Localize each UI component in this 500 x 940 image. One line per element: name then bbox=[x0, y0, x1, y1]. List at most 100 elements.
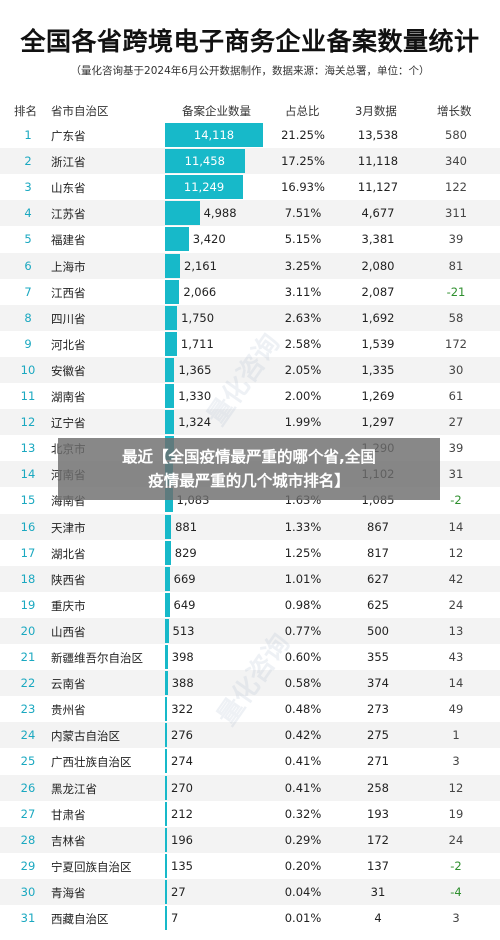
march-cell: 11,127 bbox=[357, 180, 399, 195]
count-bar bbox=[165, 123, 263, 147]
share-cell: 0.77% bbox=[284, 623, 322, 638]
growth-cell: -2 bbox=[450, 493, 462, 508]
share-cell: 3.25% bbox=[284, 258, 322, 273]
count-bar bbox=[165, 906, 167, 930]
share-cell: 2.05% bbox=[284, 362, 322, 377]
header-count: 备案企业数量 bbox=[182, 104, 251, 118]
growth-cell: 12 bbox=[448, 780, 464, 795]
march-cell: 273 bbox=[367, 702, 389, 717]
header-growth: 增长数 bbox=[437, 104, 472, 118]
count-value: 829 bbox=[174, 545, 197, 560]
province-cell: 安徽省 bbox=[51, 363, 86, 378]
count-value: 513 bbox=[172, 623, 195, 638]
march-cell: 4,677 bbox=[361, 206, 395, 221]
count-value: 3,420 bbox=[192, 232, 226, 247]
count-bar bbox=[165, 566, 170, 591]
province-cell: 福建省 bbox=[51, 233, 86, 248]
count-bar bbox=[165, 253, 180, 278]
growth-cell: 14 bbox=[448, 519, 464, 534]
rank-cell: 16 bbox=[20, 519, 36, 534]
growth-cell: 13 bbox=[448, 623, 464, 638]
rank-cell: 4 bbox=[24, 206, 32, 221]
growth-cell: 39 bbox=[448, 232, 464, 247]
rank-cell: 25 bbox=[20, 754, 36, 769]
count-value: 1,330 bbox=[178, 389, 212, 403]
count-bar bbox=[165, 488, 173, 513]
share-cell: 0.41% bbox=[284, 754, 322, 769]
province-cell: 山西省 bbox=[51, 624, 86, 639]
count-bar bbox=[165, 775, 167, 800]
rank-cell: 17 bbox=[20, 545, 36, 560]
province-cell: 广西壮族自治区 bbox=[51, 755, 132, 770]
rank-cell: 21 bbox=[20, 650, 36, 664]
table-row: 28 吉林省 196 0.29% 172 24 bbox=[0, 826, 500, 853]
count-value: 322 bbox=[171, 702, 194, 717]
count-value: 276 bbox=[171, 728, 193, 743]
rank-cell: 12 bbox=[20, 415, 36, 430]
march-cell: 625 bbox=[367, 597, 389, 612]
province-cell: 湖北省 bbox=[51, 546, 86, 561]
growth-cell: 24 bbox=[448, 597, 464, 612]
count-value: 270 bbox=[171, 780, 193, 795]
table-row: 11 湖南省 1,330 2.00% 1,269 61 bbox=[0, 383, 500, 409]
count-bar bbox=[165, 175, 244, 200]
province-cell: 内蒙古自治区 bbox=[51, 729, 120, 744]
count-value: 2,161 bbox=[184, 258, 217, 273]
rank-cell: 1 bbox=[24, 128, 32, 142]
growth-cell: 172 bbox=[445, 336, 467, 351]
table-row: 25 广西壮族自治区 274 0.41% 271 3 bbox=[0, 748, 500, 774]
count-value: 1,750 bbox=[181, 310, 215, 325]
header-rank: 排名 bbox=[14, 104, 37, 118]
province-cell: 甘肃省 bbox=[51, 807, 86, 822]
count-bar bbox=[165, 305, 178, 330]
count-bar bbox=[165, 879, 167, 904]
header-share: 占总比 bbox=[285, 104, 320, 118]
province-cell: 黑龙江省 bbox=[51, 781, 97, 796]
share-cell: 0.58% bbox=[284, 676, 322, 691]
count-bar bbox=[165, 827, 167, 852]
march-cell: 1,335 bbox=[361, 362, 395, 377]
rank-cell: 23 bbox=[20, 702, 36, 717]
growth-cell: 311 bbox=[445, 206, 467, 221]
title-banner-overlay: 最近【全国疫情最严重的哪个省,全国 疫情最严重的几个城市排名】 bbox=[58, 438, 440, 500]
table-row: 27 甘肃省 212 0.32% 193 19 bbox=[0, 801, 500, 827]
rank-cell: 7 bbox=[24, 284, 32, 299]
march-cell: 4 bbox=[374, 911, 382, 925]
rank-cell: 31 bbox=[20, 911, 36, 925]
growth-cell: -21 bbox=[446, 284, 466, 299]
table-row: 22 云南省 388 0.58% 374 14 bbox=[0, 670, 500, 697]
province-cell: 江苏省 bbox=[51, 207, 86, 222]
growth-cell: 49 bbox=[448, 702, 464, 717]
count-bar bbox=[165, 723, 167, 748]
share-cell: 7.51% bbox=[284, 206, 322, 221]
march-cell: 355 bbox=[367, 650, 389, 664]
march-cell: 172 bbox=[367, 832, 389, 847]
share-cell: 17.25% bbox=[281, 154, 325, 169]
count-bar bbox=[165, 671, 168, 696]
growth-cell: 580 bbox=[445, 128, 467, 142]
march-cell: 1,692 bbox=[361, 310, 395, 325]
table-row: 30 青海省 27 0.04% 31 -4 bbox=[0, 878, 500, 905]
table-row: 3 山东省 11,249 16.93% 11,127 122 bbox=[0, 174, 500, 200]
share-cell: 1.01% bbox=[284, 571, 322, 586]
growth-cell: 58 bbox=[448, 310, 464, 325]
province-cell: 云南省 bbox=[51, 677, 86, 692]
table-header: 排名 省市自治区 备案企业数量 占总比 3月数据 增长数 bbox=[0, 100, 500, 122]
share-cell: 3.11% bbox=[284, 284, 322, 299]
growth-cell: 42 bbox=[448, 571, 464, 586]
table-row: 29 宁夏回族自治区 135 0.20% 137 -2 bbox=[0, 853, 500, 879]
count-value: 388 bbox=[171, 676, 194, 691]
province-cell: 江西省 bbox=[51, 285, 86, 300]
count-bar bbox=[165, 514, 172, 539]
table-row: 24 内蒙古自治区 276 0.42% 275 1 bbox=[0, 722, 500, 749]
march-cell: 271 bbox=[367, 754, 389, 769]
province-cell: 天津市 bbox=[51, 520, 86, 535]
share-cell: 0.29% bbox=[284, 832, 322, 847]
count-bar bbox=[165, 618, 169, 643]
count-value: 11,249 bbox=[183, 180, 225, 195]
count-bar bbox=[165, 227, 189, 252]
rank-cell: 29 bbox=[20, 858, 36, 873]
share-cell: 2.00% bbox=[284, 389, 322, 403]
growth-cell: 31 bbox=[448, 467, 464, 482]
province-cell: 浙江省 bbox=[51, 155, 86, 170]
